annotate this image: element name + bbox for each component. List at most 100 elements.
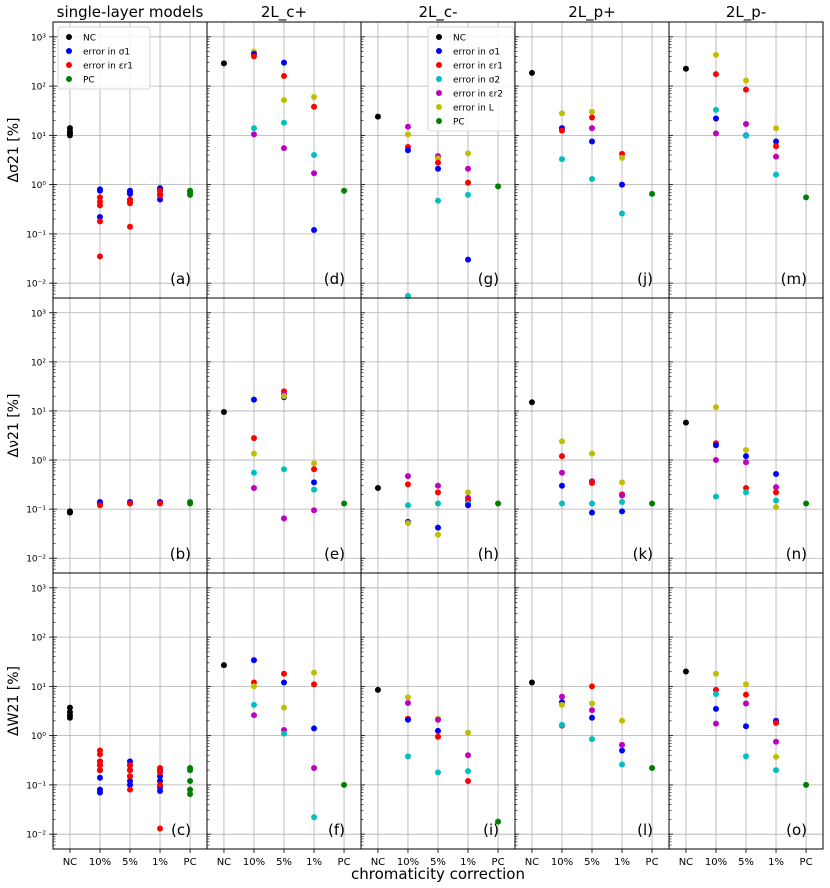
- column-title: 2L_c-: [418, 3, 457, 22]
- data-point-s2: [250, 125, 257, 132]
- data-point-L: [311, 669, 318, 676]
- y-axis-label: ΔW21 [%]: [6, 666, 22, 736]
- data-point-L: [589, 108, 595, 115]
- panel-label: (h): [478, 545, 499, 563]
- data-point-L: [435, 531, 441, 538]
- legend-label: error in σ1: [453, 48, 500, 58]
- panel-label: (b): [170, 545, 191, 563]
- x-tick-label: 1%: [614, 857, 630, 868]
- data-point-NC: [374, 484, 381, 491]
- data-point-L: [589, 700, 595, 707]
- grid-layer: [53, 22, 823, 849]
- data-point-L: [465, 150, 472, 157]
- data-point-PC: [341, 781, 348, 788]
- x-tick-label: NC: [371, 857, 385, 868]
- data-point-e1: [250, 435, 257, 442]
- legend-label: PC: [453, 118, 465, 128]
- legend-marker-s1: [66, 48, 72, 54]
- data-point-s1: [589, 714, 595, 721]
- data-point-s1: [712, 705, 719, 712]
- data-point-L: [404, 520, 411, 527]
- data-point-PC: [187, 786, 194, 793]
- panel-label: (c): [171, 821, 191, 839]
- data-point-PC: [341, 500, 348, 507]
- data-point-e2: [619, 741, 626, 748]
- x-tick-label: 1%: [460, 857, 476, 868]
- data-point-s2: [589, 176, 595, 183]
- data-point-PC: [341, 187, 348, 194]
- data-point-s1: [435, 165, 441, 172]
- legend-marker-NC: [66, 34, 72, 40]
- x-tick-label: 10%: [705, 857, 727, 868]
- data-point-s2: [465, 768, 472, 775]
- data-point-e2: [281, 145, 287, 152]
- data-point-e2: [404, 123, 411, 130]
- data-point-s2: [712, 106, 719, 113]
- x-tick-label: PC: [492, 857, 505, 868]
- data-point-e2: [311, 507, 318, 514]
- data-point-NC: [682, 65, 689, 72]
- y-axis-label: Δσ21 [%]: [6, 118, 22, 183]
- data-point-PC: [495, 818, 502, 825]
- data-point-s1: [712, 442, 719, 449]
- data-point-L: [281, 393, 287, 400]
- data-point-NC: [220, 662, 227, 669]
- y-tick-label: 10¹: [31, 683, 46, 693]
- data-point-NC: [66, 508, 73, 515]
- legend-box: [57, 26, 151, 90]
- legend-label: error in εr1: [453, 62, 503, 72]
- data-point-s1: [435, 727, 441, 734]
- data-point-e1: [465, 179, 472, 186]
- legend-marker-s1: [436, 48, 442, 54]
- data-point-e2: [712, 457, 719, 464]
- data-point-e1: [127, 786, 133, 793]
- legend-box: [427, 26, 515, 132]
- data-point-NC: [220, 60, 227, 67]
- data-point-s1: [250, 396, 257, 403]
- data-point-s2: [558, 500, 565, 507]
- data-point-L: [712, 404, 719, 411]
- column-title: single-layer models: [57, 3, 204, 21]
- data-point-NC: [66, 125, 73, 132]
- data-point-s2: [404, 292, 411, 299]
- data-point-e1: [404, 481, 411, 488]
- data-point-e2: [712, 130, 719, 137]
- data-point-s1: [404, 716, 411, 723]
- panel-label: (g): [478, 270, 499, 288]
- data-point-s2: [281, 730, 287, 737]
- data-point-e1: [96, 767, 103, 774]
- data-point-e2: [743, 121, 749, 128]
- data-point-s1: [435, 524, 441, 531]
- legend-marker-e1: [66, 62, 72, 68]
- data-point-L: [311, 460, 318, 467]
- data-point-s2: [558, 156, 565, 163]
- data-point-e2: [250, 484, 257, 491]
- legend-marker-NC: [436, 34, 442, 40]
- data-point-NC: [66, 714, 73, 721]
- data-point-e1: [96, 762, 103, 769]
- data-point-PC: [803, 194, 810, 201]
- data-point-s2: [250, 701, 257, 708]
- panel-label: (a): [170, 270, 191, 288]
- y-tick-label: 10²: [31, 634, 46, 644]
- data-point-e1: [773, 720, 780, 727]
- data-point-PC: [187, 791, 194, 798]
- data-point-e1: [127, 223, 133, 230]
- data-point-e2: [465, 752, 472, 759]
- data-point-L: [773, 753, 780, 760]
- panel-frames: [52, 21, 824, 850]
- panel-label: (d): [324, 270, 345, 288]
- data-point-s1: [558, 482, 565, 489]
- y-tick-label: 10⁰: [31, 732, 46, 742]
- x-tick-label: 10%: [397, 857, 419, 868]
- data-point-L: [281, 704, 287, 711]
- data-point-e2: [743, 700, 749, 707]
- x-tick-label: 5%: [738, 857, 754, 868]
- data-point-s2: [773, 497, 780, 504]
- data-point-s1: [311, 725, 318, 732]
- data-point-e2: [250, 131, 257, 138]
- data-point-s2: [281, 466, 287, 473]
- x-tick-label: 5%: [430, 857, 446, 868]
- y-tick-label: 10⁰: [31, 181, 46, 191]
- data-point-e1: [435, 159, 441, 166]
